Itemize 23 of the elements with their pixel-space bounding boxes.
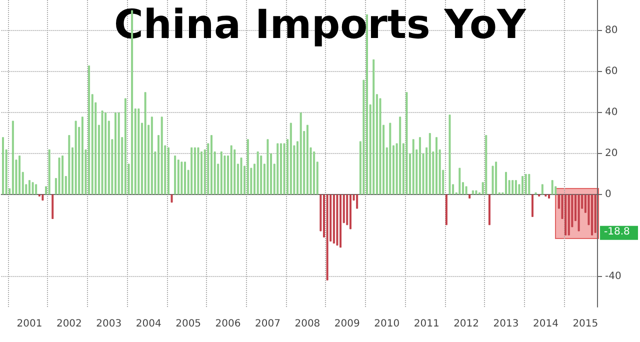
y-tick-label: 40 xyxy=(605,107,618,118)
x-tick-label: 2011 xyxy=(414,318,440,330)
x-tick-label: 2013 xyxy=(493,318,519,330)
x-tick-label: 2001 xyxy=(16,318,42,330)
x-tick-label: 2010 xyxy=(374,318,400,330)
y-tick-label: -40 xyxy=(605,270,622,282)
text: -18.8 xyxy=(604,226,630,238)
x-tick-label: 2002 xyxy=(56,318,82,330)
x-tick-label: 2015 xyxy=(572,318,598,330)
x-tick-label: 2005 xyxy=(176,318,202,330)
x-tick-label: 2004 xyxy=(136,318,162,330)
y-tick-label: 0 xyxy=(605,188,612,200)
x-tick-label: 2009 xyxy=(334,318,360,330)
y-tick-label: 60 xyxy=(605,66,618,78)
chart-title: China Imports YoY xyxy=(114,2,527,48)
x-tick-label: 2003 xyxy=(96,318,122,330)
x-tick-label: 2006 xyxy=(215,318,241,330)
y-tick-label: 80 xyxy=(605,25,618,36)
y-tick-label: 20 xyxy=(605,148,618,159)
x-tick-label: 2012 xyxy=(454,318,480,330)
x-tick-label: 2007 xyxy=(255,318,280,330)
x-tick-label: 2008 xyxy=(294,318,320,330)
x-tick-label: 2014 xyxy=(532,318,558,330)
